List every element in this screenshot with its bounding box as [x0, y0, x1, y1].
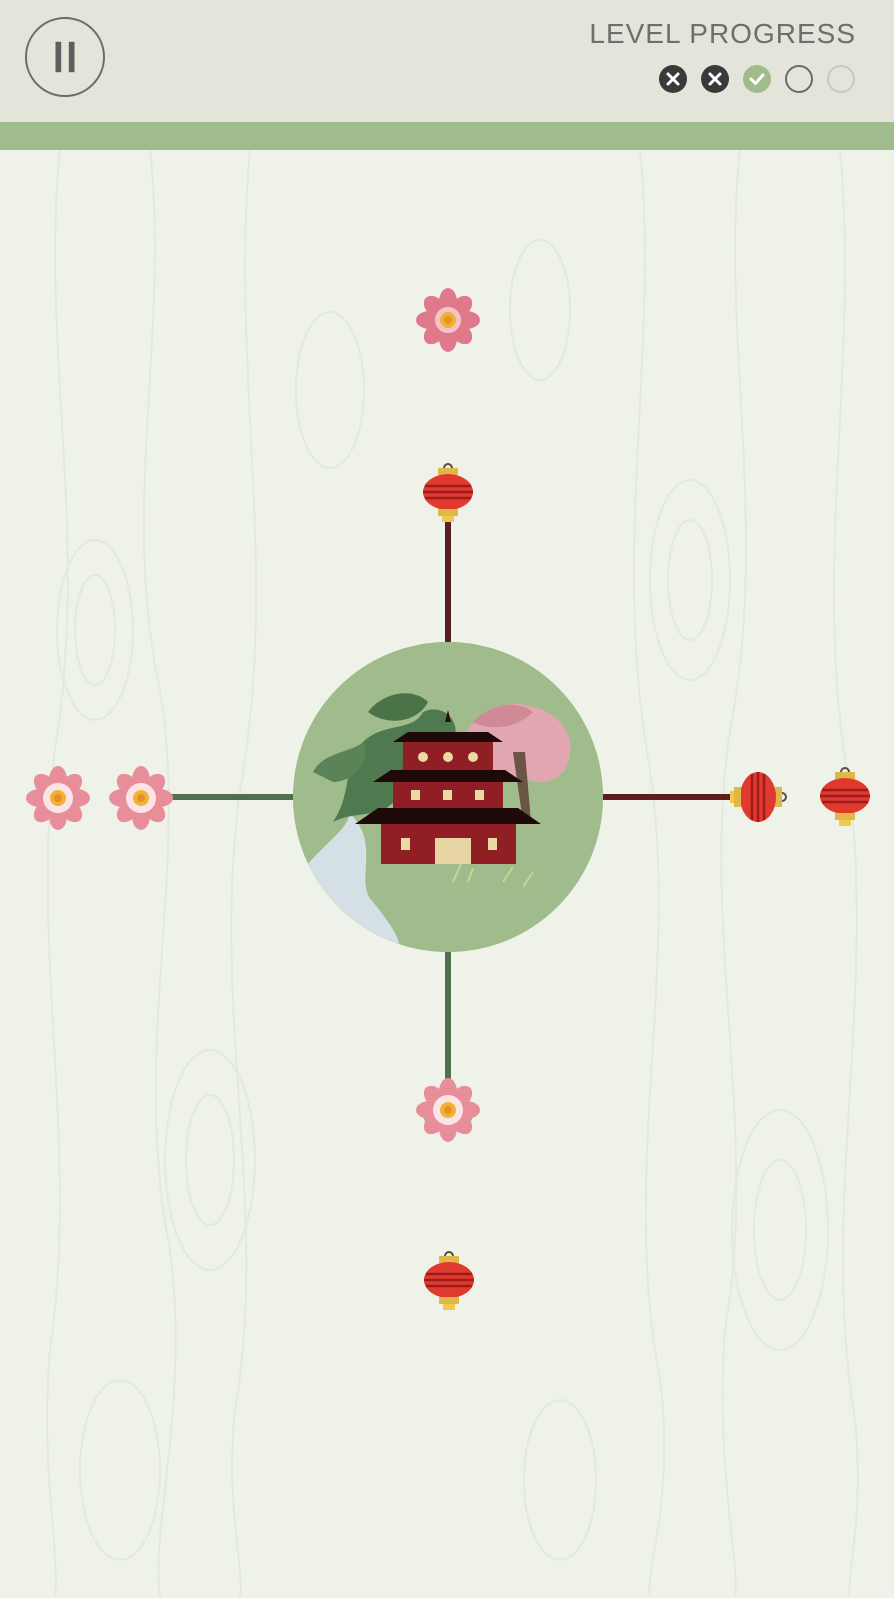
check-icon [749, 73, 765, 85]
lotus-flower-icon [109, 766, 173, 830]
red-lantern-icon [423, 463, 473, 522]
path-line-left [166, 794, 296, 800]
progress-dot-1 [659, 65, 687, 93]
pause-button[interactable] [25, 17, 105, 97]
progress-dot-4 [785, 65, 813, 93]
red-lantern-icon [730, 772, 787, 822]
x-icon [666, 72, 680, 86]
lantern-bottom[interactable] [421, 1248, 477, 1312]
lantern-right-attached[interactable] [726, 769, 790, 825]
lotus-flower-bottom-attached[interactable] [415, 1078, 481, 1144]
path-line-right [600, 794, 732, 800]
progress-dot-3 [743, 65, 771, 93]
wood-grain-background [46, 150, 859, 1598]
lotus-flower-left-attached[interactable] [109, 766, 173, 830]
pause-icon [55, 41, 75, 73]
lotus-flower-top[interactable] [416, 288, 480, 352]
top-bar: LEVEL PROGRESS [0, 0, 894, 122]
red-lantern-icon [424, 1251, 474, 1310]
progress-dot-5 [827, 65, 855, 93]
progress-dot-2 [701, 65, 729, 93]
header-accent-bar [0, 122, 894, 150]
pagoda-garden-centerpiece [293, 642, 603, 952]
path-line-bottom [445, 950, 451, 1085]
pagoda-garden-icon [293, 642, 603, 952]
lantern-top-attached[interactable] [420, 460, 476, 524]
lotus-flower-icon [26, 766, 90, 830]
level-progress-title: LEVEL PROGRESS [589, 18, 856, 49]
lotus-flower-icon [416, 288, 480, 352]
red-lantern-icon [820, 767, 870, 826]
lantern-right-outer[interactable] [817, 764, 873, 828]
path-line-top [445, 520, 451, 645]
x-icon [708, 72, 722, 86]
lotus-flower-left-outer[interactable] [26, 766, 90, 830]
lotus-flower-icon [416, 1078, 480, 1142]
